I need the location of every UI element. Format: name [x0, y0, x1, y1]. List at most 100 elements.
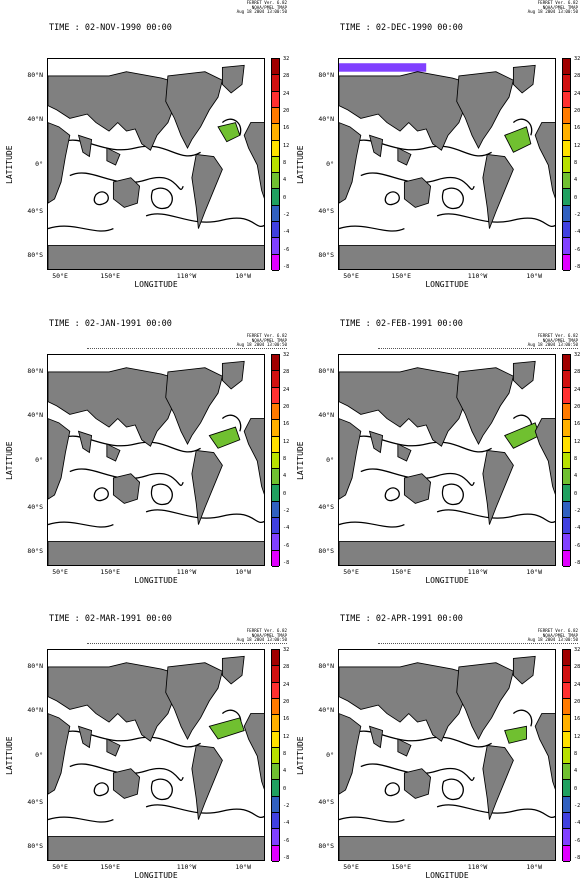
panel-time-title: TIME : 02-FEB-1991 00:00 [340, 319, 463, 329]
latitude-tick-label: 80°S [318, 251, 334, 260]
contour-line [349, 435, 492, 453]
x-axis-label: LONGITUDE [134, 576, 178, 585]
colorbar-tick-label: -6 [283, 246, 290, 253]
longitude-tick-label: 150°E [391, 863, 412, 871]
colorbar-tick-label: 16 [574, 421, 581, 428]
colorbar-tick-label: -2 [574, 508, 581, 514]
contour-line [360, 468, 475, 486]
contour-line [221, 414, 242, 432]
colorbar-tick-label: -4 [574, 525, 581, 532]
land-mass [221, 360, 245, 390]
colorbar-tick-label: -6 [574, 246, 581, 253]
colorbar-segment [272, 254, 279, 271]
colorbar-tick-label: -2 [283, 508, 290, 514]
land-mass [512, 64, 536, 94]
land-mass [221, 655, 245, 685]
x-axis-label: LONGITUDE [425, 280, 469, 289]
contour-line [93, 487, 109, 502]
colorbar-segment [563, 140, 570, 157]
colorbar-segment [272, 403, 279, 421]
colorbar-segment [272, 501, 279, 519]
land-mass [165, 662, 223, 740]
panel-time-title: TIME : 02-JAN-1991 00:00 [49, 319, 172, 329]
land-mass [456, 71, 514, 149]
map-svg [339, 360, 555, 565]
colorbar-tick-label: -2 [283, 803, 290, 809]
land-mass [403, 473, 432, 504]
land-mass [191, 744, 223, 820]
contour-line [436, 804, 555, 818]
colorbar-segment [272, 682, 279, 699]
colorbar-tick-label: -4 [574, 820, 581, 827]
latitude-tick-label: 0° [326, 456, 334, 464]
longitude-tick-label: 10°W [526, 568, 543, 576]
colorbar-tick-label: 20 [283, 699, 290, 705]
contour-line [48, 816, 114, 823]
colorbar-segment [563, 91, 570, 108]
colorbar-segment [272, 518, 279, 535]
colorbar-segment [272, 747, 279, 765]
ferret-stamp-line3: Aug 18 2004 13:00:50 [236, 342, 287, 348]
colorbar [562, 58, 571, 271]
colorbar-tick-label: -8 [283, 855, 290, 861]
colorbar-tick-label: 32 [283, 352, 290, 358]
colorbar-tick-label: -6 [283, 542, 290, 549]
latitude-tick-label: 80°N [318, 70, 334, 79]
longitude-tick-label: 110°W [176, 272, 197, 280]
colorbar-tick-label: 8 [283, 751, 287, 757]
contour-line [58, 139, 201, 157]
colorbar-tick-label: 12 [283, 438, 290, 445]
colorbar-tick-label: -4 [283, 525, 290, 532]
colorbar-tick-label: -6 [574, 837, 581, 844]
colorbar-tick-label: 16 [574, 125, 581, 132]
colorbar-tick-label: 8 [574, 751, 578, 757]
colorbar-tick-label: 28 [574, 73, 581, 80]
colorbar-segment [563, 371, 570, 388]
contour-line [349, 139, 492, 157]
colorbar-tick-label: 16 [283, 421, 290, 428]
colorbar-segment [272, 764, 279, 781]
colorbar-segment [272, 156, 279, 174]
colorbar-tick-label: 4 [283, 177, 287, 184]
colorbar-segment [563, 420, 570, 437]
colorbar-tick-label: 28 [283, 369, 290, 376]
colorbar-tick-label: 28 [574, 664, 581, 671]
land-mass [512, 360, 536, 390]
longitude-tick-label: 10°W [526, 272, 543, 280]
latitude-tick-label: 40°N [27, 706, 43, 715]
colorbar-segment [563, 845, 570, 862]
colorbar [271, 58, 280, 271]
panel-time-title: TIME : 02-MAR-1991 00:00 [49, 614, 172, 624]
land-mass [339, 122, 362, 204]
land-mass [368, 725, 384, 749]
ferret-stamp-line3: Aug 18 2004 13:00:50 [527, 637, 578, 643]
contour-line [69, 468, 184, 486]
colorbar-tick-label: 24 [283, 90, 290, 97]
colorbar-segment [563, 124, 570, 141]
longitude-tick-label: 10°W [235, 863, 252, 871]
land-mass [112, 177, 141, 208]
map-plot-area [47, 58, 265, 270]
stamp-dotted-rule [378, 643, 578, 645]
colorbar [271, 649, 280, 862]
anomaly-patch [208, 426, 241, 449]
colorbar-segment [563, 550, 570, 567]
contour-line [512, 118, 533, 136]
land-mass [77, 725, 93, 749]
colorbar-segment [272, 387, 279, 404]
latitude-tick-label: 40°N [318, 115, 334, 124]
latitude-tick-label: 80°N [27, 70, 43, 79]
land-mass [368, 134, 384, 158]
land-mass [221, 64, 245, 94]
colorbar-segment [272, 205, 279, 223]
longitude-tick-label: 150°E [391, 568, 412, 576]
colorbar-segment [272, 189, 279, 206]
y-axis-label: LATITUDE [296, 736, 305, 775]
stamp-dotted-rule [87, 348, 287, 350]
colorbar-tick-label: 24 [283, 386, 290, 393]
contour-line [436, 509, 555, 523]
colorbar-segment [563, 501, 570, 519]
colorbar-segment [563, 650, 570, 667]
map-svg [48, 655, 264, 860]
colorbar-segment [563, 698, 570, 716]
